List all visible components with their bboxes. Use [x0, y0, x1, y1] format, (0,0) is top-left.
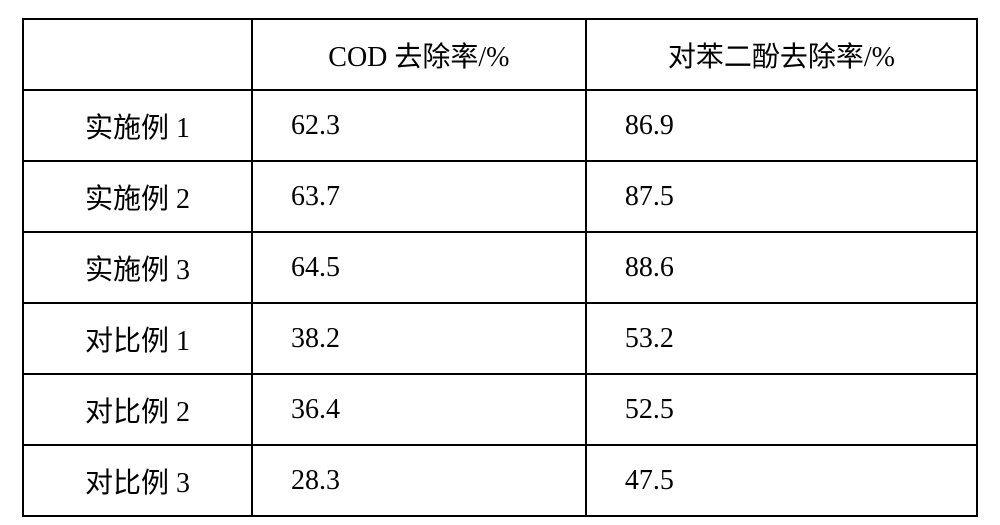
hq-value: 52.5 — [586, 374, 977, 445]
cod-value: 38.2 — [252, 303, 586, 374]
hq-value: 87.5 — [586, 161, 977, 232]
col-header-hq: 对苯二酚去除率/% — [586, 19, 977, 90]
hq-value: 88.6 — [586, 232, 977, 303]
hq-value: 53.2 — [586, 303, 977, 374]
table-row: 实施例 1 62.3 86.9 — [23, 90, 977, 161]
hq-value: 47.5 — [586, 445, 977, 516]
cod-value: 36.4 — [252, 374, 586, 445]
table-row: 实施例 3 64.5 88.6 — [23, 232, 977, 303]
col-header-cod: COD 去除率/% — [252, 19, 586, 90]
cod-value: 28.3 — [252, 445, 586, 516]
row-label: 对比例 3 — [23, 445, 252, 516]
row-label: 对比例 1 — [23, 303, 252, 374]
row-label: 实施例 3 — [23, 232, 252, 303]
cod-value: 63.7 — [252, 161, 586, 232]
table-row: 对比例 2 36.4 52.5 — [23, 374, 977, 445]
cod-value: 62.3 — [252, 90, 586, 161]
row-label: 对比例 2 — [23, 374, 252, 445]
cod-value: 64.5 — [252, 232, 586, 303]
table-header-row: COD 去除率/% 对苯二酚去除率/% — [23, 19, 977, 90]
hq-value: 86.9 — [586, 90, 977, 161]
row-label: 实施例 2 — [23, 161, 252, 232]
table-row: 对比例 1 38.2 53.2 — [23, 303, 977, 374]
table-row: 对比例 3 28.3 47.5 — [23, 445, 977, 516]
col-header-blank — [23, 19, 252, 90]
row-label: 实施例 1 — [23, 90, 252, 161]
table-row: 实施例 2 63.7 87.5 — [23, 161, 977, 232]
removal-rate-table: COD 去除率/% 对苯二酚去除率/% 实施例 1 62.3 86.9 实施例 … — [22, 18, 978, 517]
